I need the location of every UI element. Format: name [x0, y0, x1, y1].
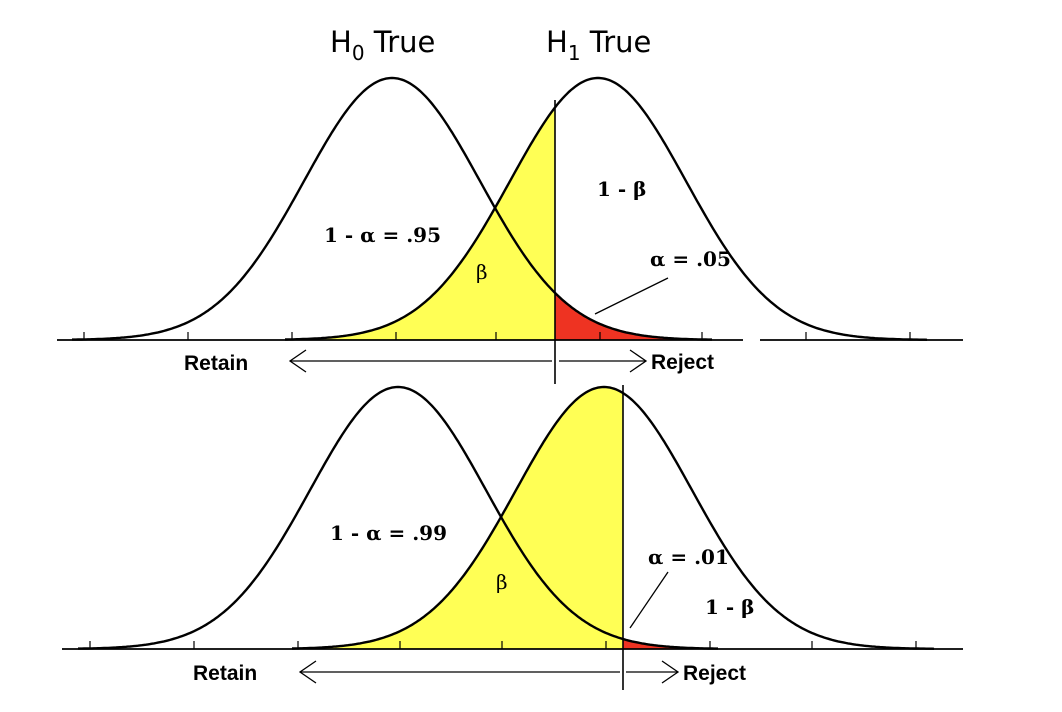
axis-ticks-top: [83, 332, 911, 340]
h1-distribution-curve-top: [285, 76, 928, 341]
alpha-label-bottom: α = .01: [648, 545, 729, 569]
retain-label-top: Retain: [184, 352, 248, 375]
retain-arrow-head-top: [288, 349, 307, 373]
beta-region-top: [285, 107, 555, 340]
reject-arrow-head-bottom: [661, 660, 680, 684]
axis-ticks-bottom: [89, 641, 917, 649]
retain-arrow-head-bottom: [298, 660, 317, 684]
one-minus-alpha-label-top: 1 - α = .95: [324, 223, 441, 247]
beta-label-top: β: [476, 260, 488, 284]
h1-distribution-curve-bottom: [292, 385, 935, 650]
power-label-bottom: 1 - β: [705, 595, 754, 619]
alpha-leader-line-bottom: [629, 571, 669, 629]
h0-true-label: H0 True: [330, 25, 435, 65]
panel-top: 1 - α = .95 β α = .05 1 - β Retain Rejec…: [57, 76, 963, 384]
alpha-region-bottom: [623, 639, 708, 649]
h0-distribution-curve-top: [72, 76, 712, 341]
beta-label-bottom: β: [496, 570, 508, 594]
reject-label-bottom: Reject: [683, 662, 746, 685]
power-label-top: 1 - β: [597, 177, 646, 201]
h1-true-label: H1 True: [546, 25, 651, 65]
reject-label-top: Reject: [651, 351, 714, 374]
reject-arrow-head-top: [629, 349, 648, 373]
h0-distribution-curve-bottom: [78, 385, 718, 650]
alpha-label-top: α = .05: [650, 247, 731, 271]
alpha-leader-line-top: [594, 277, 669, 315]
panel-bottom: 1 - α = .99 β α = .01 1 - β Retain Rejec…: [62, 385, 963, 690]
beta-region-bottom: [292, 387, 623, 649]
one-minus-alpha-label-bottom: 1 - α = .99: [330, 521, 447, 545]
alpha-region-top: [555, 292, 700, 340]
retain-label-bottom: Retain: [193, 662, 257, 685]
